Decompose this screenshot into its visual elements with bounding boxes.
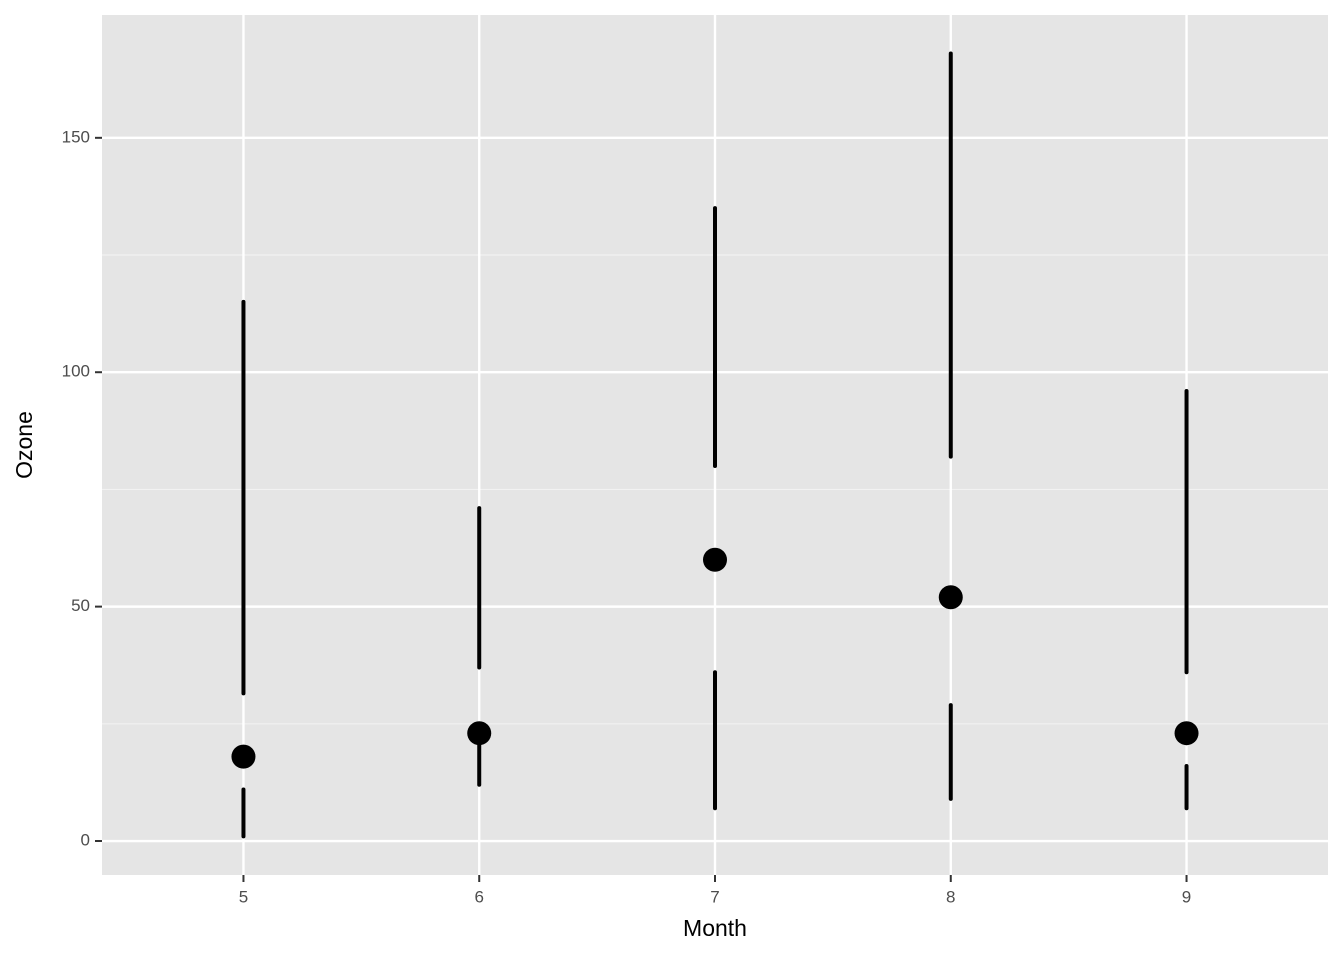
median-point	[1174, 721, 1199, 746]
x-tick-label: 7	[710, 887, 719, 906]
x-tick-label: 8	[946, 887, 955, 906]
y-tick-label: 0	[81, 830, 90, 849]
median-point	[938, 585, 963, 610]
y-tick-label: 50	[71, 596, 90, 615]
median-point	[231, 744, 256, 769]
median-point	[467, 721, 492, 746]
median-point	[703, 547, 727, 572]
x-axis-title: Month	[683, 915, 747, 941]
x-tick-label: 9	[1182, 887, 1191, 906]
y-tick-label: 100	[62, 362, 90, 381]
y-axis-title: Ozone	[11, 411, 37, 479]
y-tick-label: 150	[62, 127, 90, 146]
x-tick-label: 5	[239, 887, 248, 906]
x-tick-label: 6	[474, 887, 483, 906]
